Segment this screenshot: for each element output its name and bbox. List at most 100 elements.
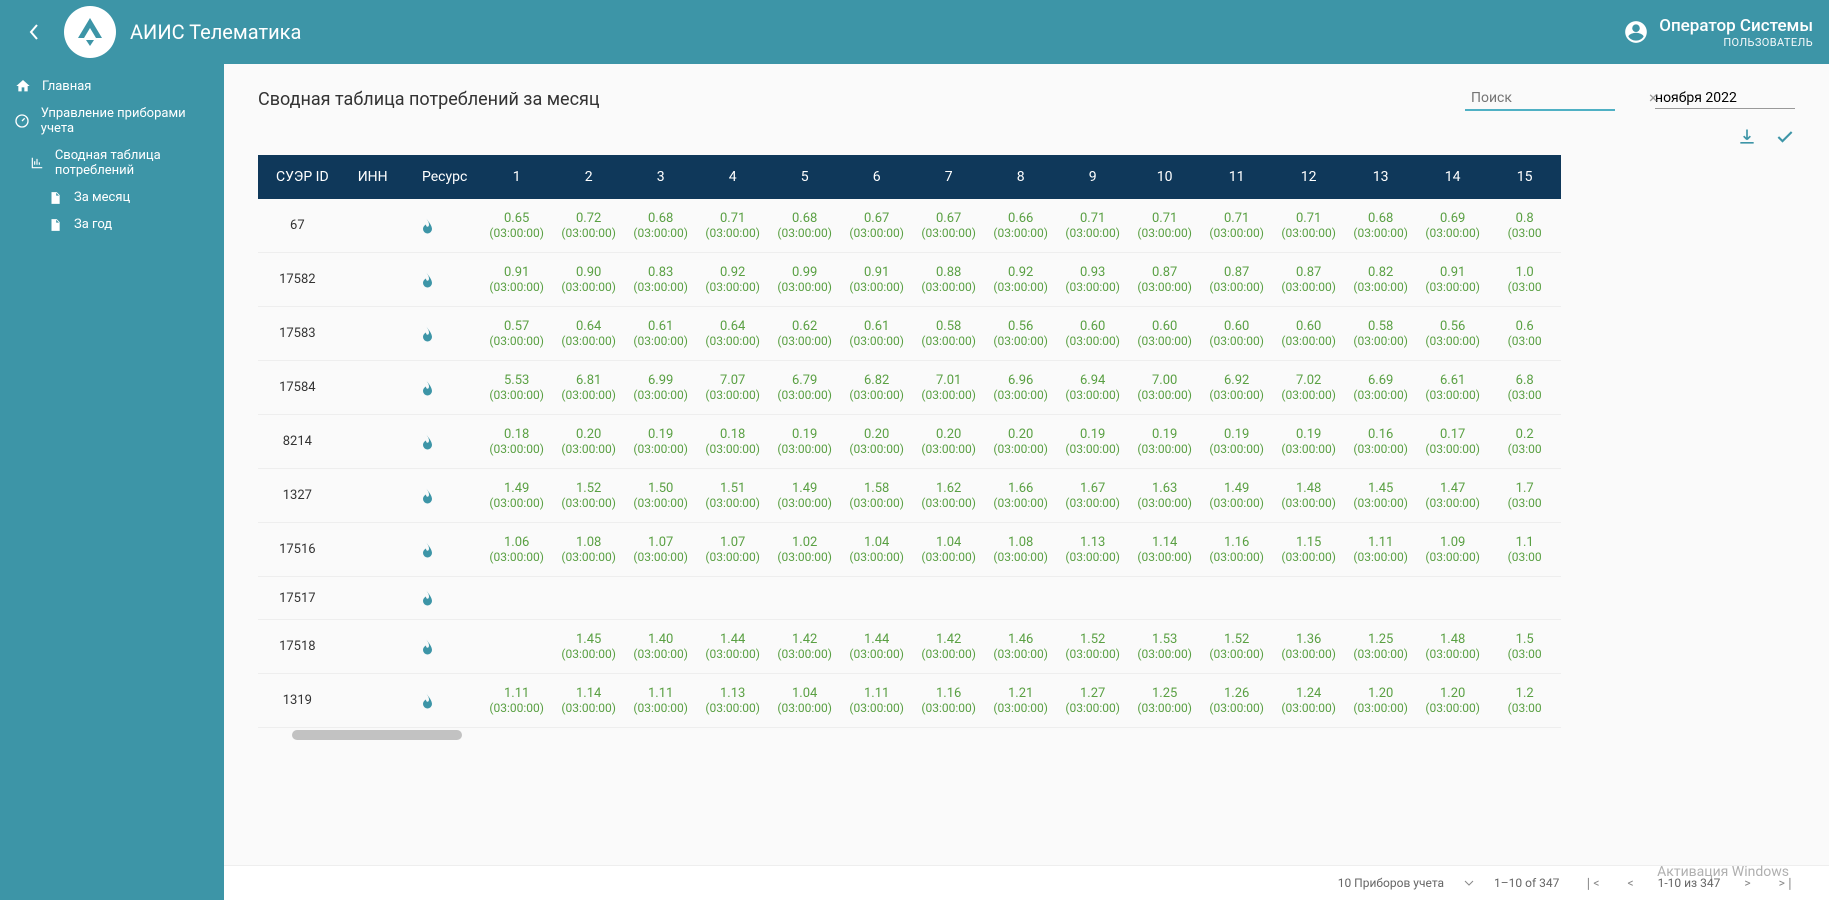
sidebar: Главная Управление приборами учетаСводная…: [0, 64, 224, 900]
column-header[interactable]: 10: [1129, 155, 1201, 199]
cell-empty: [481, 577, 553, 620]
prev-page-button[interactable]: <: [1624, 876, 1638, 890]
cell-inn: [337, 253, 409, 307]
cell-value: 7.02(03:00:00): [1273, 361, 1345, 415]
cell-value: 1.36(03:00:00): [1273, 620, 1345, 674]
column-header[interactable]: 5: [769, 155, 841, 199]
download-button[interactable]: [1737, 127, 1757, 147]
back-button[interactable]: [16, 14, 52, 50]
cell-value: 1.25(03:00:00): [1129, 674, 1201, 728]
horizontal-scrollbar[interactable]: [292, 730, 1795, 740]
cell-resource: [409, 361, 481, 415]
table-row[interactable]: 175181.45(03:00:00)1.40(03:00:00)1.44(03…: [258, 620, 1561, 674]
cell-value: 1.13(03:00:00): [1057, 523, 1129, 577]
chevron-down-icon[interactable]: [1464, 880, 1474, 886]
cell-empty: [841, 577, 913, 620]
cell-resource: [409, 307, 481, 361]
table-row[interactable]: 13191.11(03:00:00)1.14(03:00:00)1.11(03:…: [258, 674, 1561, 728]
cell-value: 0.19(03:00:00): [625, 415, 697, 469]
cell-value: 0.91(03:00:00): [481, 253, 553, 307]
column-header[interactable]: 9: [1057, 155, 1129, 199]
cell-value: 0.56(03:00:00): [985, 307, 1057, 361]
column-header[interactable]: 3: [625, 155, 697, 199]
column-header[interactable]: 1: [481, 155, 553, 199]
flame-icon: [417, 271, 473, 289]
cell-value: 0.91(03:00:00): [841, 253, 913, 307]
table-scroll[interactable]: СУЭР IDИННРесурс123456789101112131415 67…: [224, 155, 1829, 865]
cell-value: 0.56(03:00:00): [1417, 307, 1489, 361]
cell-resource: [409, 415, 481, 469]
table-row[interactable]: 175820.91(03:00:00)0.90(03:00:00)0.83(03…: [258, 253, 1561, 307]
table-row[interactable]: 13271.49(03:00:00)1.52(03:00:00)1.50(03:…: [258, 469, 1561, 523]
cell-resource: [409, 577, 481, 620]
date-input[interactable]: [1655, 90, 1829, 106]
column-header[interactable]: 2: [553, 155, 625, 199]
cell-id: 17582: [258, 253, 337, 307]
column-header[interactable]: СУЭР ID: [258, 155, 337, 199]
table-row[interactable]: 17517: [258, 577, 1561, 620]
cell-value: 1.67(03:00:00): [1057, 469, 1129, 523]
last-page-button[interactable]: >❘: [1775, 876, 1799, 890]
cell-value: 6.96(03:00:00): [985, 361, 1057, 415]
cell-empty: [1201, 577, 1273, 620]
cell-value: 6.92(03:00:00): [1201, 361, 1273, 415]
cell-value: 1.50(03:00:00): [625, 469, 697, 523]
flame-icon: [417, 692, 473, 710]
cell-value: 0.20(03:00:00): [913, 415, 985, 469]
sidebar-item-0[interactable]: Главная: [0, 72, 224, 100]
cell-value: 0.65(03:00:00): [481, 199, 553, 253]
search-input[interactable]: [1471, 90, 1649, 106]
cell-inn: [337, 361, 409, 415]
column-header[interactable]: Ресурс: [409, 155, 481, 199]
sidebar-item-2[interactable]: Сводная таблица потреблений: [0, 142, 224, 184]
cell-inn: [337, 307, 409, 361]
next-page-button[interactable]: >: [1740, 876, 1754, 890]
cell-value: 1.40(03:00:00): [625, 620, 697, 674]
column-header[interactable]: 15: [1489, 155, 1561, 199]
cell-empty: [913, 577, 985, 620]
cell-id: 1319: [258, 674, 337, 728]
page-size-select[interactable]: 10 Приборов учета: [1338, 876, 1444, 890]
flame-icon: [417, 433, 473, 451]
cell-value: 1.11(03:00:00): [625, 674, 697, 728]
column-header[interactable]: 8: [985, 155, 1057, 199]
clear-search-icon[interactable]: ×: [1649, 88, 1658, 107]
sidebar-item-label: Главная: [42, 79, 91, 94]
column-header[interactable]: ИНН: [337, 155, 409, 199]
column-header[interactable]: 12: [1273, 155, 1345, 199]
confirm-button[interactable]: [1775, 127, 1795, 147]
user-block[interactable]: Оператор Системы ПОЛЬЗОВАТЕЛЬ: [1623, 16, 1813, 49]
column-header[interactable]: 4: [697, 155, 769, 199]
column-header[interactable]: 14: [1417, 155, 1489, 199]
cell-id: 1327: [258, 469, 337, 523]
table-row[interactable]: 670.65(03:00:00)0.72(03:00:00)0.68(03:00…: [258, 199, 1561, 253]
column-header[interactable]: 6: [841, 155, 913, 199]
user-role: ПОЛЬЗОВАТЕЛЬ: [1659, 36, 1813, 49]
chart-icon: [30, 156, 45, 170]
sidebar-item-3[interactable]: За месяц: [0, 184, 224, 211]
column-header[interactable]: 11: [1201, 155, 1273, 199]
column-header[interactable]: 7: [913, 155, 985, 199]
cell-empty: [697, 577, 769, 620]
app-logo: [64, 6, 116, 58]
cell-value: 0.19(03:00:00): [1057, 415, 1129, 469]
cell-value: 0.68(03:00:00): [1345, 199, 1417, 253]
cell-value: 0.60(03:00:00): [1273, 307, 1345, 361]
cell-value: 1.04(03:00:00): [769, 674, 841, 728]
table-row[interactable]: 82140.18(03:00:00)0.20(03:00:00)0.19(03:…: [258, 415, 1561, 469]
date-picker[interactable]: [1655, 90, 1795, 109]
cell-value: 1.02(03:00:00): [769, 523, 841, 577]
search-box[interactable]: ×: [1465, 88, 1615, 111]
cell-value: 0.67(03:00:00): [841, 199, 913, 253]
cell-value: 6.69(03:00:00): [1345, 361, 1417, 415]
cell-value: 0.99(03:00:00): [769, 253, 841, 307]
sidebar-item-1[interactable]: Управление приборами учета: [0, 100, 224, 142]
cell-value: 1.66(03:00:00): [985, 469, 1057, 523]
cell-resource: [409, 199, 481, 253]
table-row[interactable]: 175830.57(03:00:00)0.64(03:00:00)0.61(03…: [258, 307, 1561, 361]
table-row[interactable]: 175161.06(03:00:00)1.08(03:00:00)1.07(03…: [258, 523, 1561, 577]
column-header[interactable]: 13: [1345, 155, 1417, 199]
sidebar-item-4[interactable]: За год: [0, 211, 224, 238]
first-page-button[interactable]: ❘<: [1579, 876, 1603, 890]
table-row[interactable]: 175845.53(03:00:00)6.81(03:00:00)6.99(03…: [258, 361, 1561, 415]
